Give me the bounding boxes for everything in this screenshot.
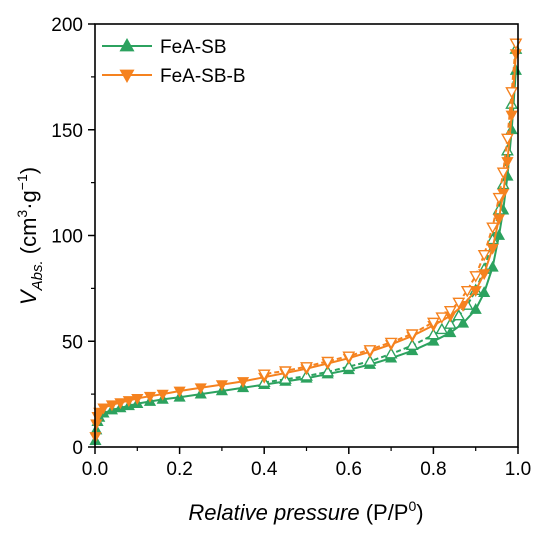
desorption-point — [443, 317, 457, 329]
adsorption-point — [444, 326, 457, 338]
legend-marker — [119, 69, 135, 84]
adsorption-point — [469, 286, 482, 298]
desorption-point — [492, 192, 506, 205]
axis-layer: 0.0 0.2 0.4 0.6 0.8 1.0 0 50 100 150 200 — [51, 15, 531, 480]
x-axis-title: Relative pressure (P/P0) — [188, 498, 423, 525]
x-tick-label: 0.8 — [420, 459, 446, 480]
desorption-point — [278, 366, 292, 378]
adsorption-point — [478, 286, 491, 297]
adsorption-line — [94, 70, 517, 441]
adsorption-point — [156, 389, 169, 401]
desorption-point — [321, 364, 335, 377]
adsorption-point — [143, 391, 157, 403]
adsorption-point — [486, 260, 499, 272]
adsorption-point — [509, 49, 522, 61]
adsorption-point — [486, 243, 499, 255]
desorption-point — [452, 297, 466, 310]
desorption-point — [363, 345, 377, 357]
adsorption-point — [194, 383, 207, 395]
desorption-point — [460, 285, 474, 298]
legend-label: FeA-SB-B — [160, 66, 246, 87]
x-tick-label: 1.0 — [505, 459, 531, 480]
desorption-point — [257, 369, 271, 381]
y-tick-label: 0 — [72, 438, 83, 459]
legend-marker — [119, 37, 135, 52]
y-tick-label: 200 — [51, 15, 83, 36]
desorption-line — [264, 42, 517, 375]
series-layer — [89, 38, 523, 446]
desorption-point — [477, 249, 491, 262]
desorption-point — [426, 317, 440, 330]
series-fea-sb — [89, 42, 523, 446]
desorption-point — [435, 322, 449, 335]
desorption-point — [509, 38, 523, 50]
adsorption-point — [131, 394, 144, 405]
desorption-point — [405, 329, 419, 341]
adsorption-point — [469, 303, 482, 314]
desorption-point — [384, 347, 398, 359]
desorption-point — [486, 222, 500, 234]
adsorption-point — [105, 400, 118, 412]
desorption-point — [384, 337, 398, 350]
x-tick-label: 0.0 — [82, 459, 108, 480]
adsorption-point — [427, 334, 440, 346]
desorption-point — [405, 338, 419, 351]
series-fea-sb-b — [89, 38, 523, 443]
adsorption-point — [478, 269, 491, 281]
desorption-point — [496, 167, 510, 179]
y-tick-label: 150 — [51, 121, 83, 142]
adsorption-point — [492, 214, 506, 226]
adsorption-point — [114, 398, 127, 410]
adsorption-point — [505, 110, 518, 122]
x-tick-label: 0.6 — [336, 459, 362, 480]
desorption-point — [469, 271, 483, 283]
adsorption-point — [173, 386, 186, 398]
desorption-point — [505, 87, 519, 99]
desorption-point — [426, 327, 440, 340]
adsorption-point — [501, 157, 514, 168]
desorption-point — [300, 362, 313, 374]
y-axis-title: VAbs. (cm3·g−1) — [14, 167, 46, 305]
adsorption-point — [236, 377, 250, 388]
legend-item: FeA-SB — [102, 37, 227, 58]
desorption-point — [452, 308, 466, 321]
desorption-line — [264, 49, 517, 384]
adsorption-point — [97, 403, 110, 415]
adsorption-point — [215, 380, 228, 392]
y-tick-label: 100 — [51, 227, 83, 248]
plot-frame — [94, 23, 519, 448]
y-tick-label: 50 — [62, 332, 83, 353]
desorption-point — [443, 306, 457, 318]
x-tick-label: 0.4 — [251, 459, 278, 480]
legend-item: FeA-SB-B — [102, 66, 246, 87]
legend: FeA-SB FeA-SB-B — [102, 37, 246, 87]
desorption-point — [342, 351, 356, 363]
desorption-point — [321, 356, 335, 369]
adsorption-point — [122, 396, 135, 407]
desorption-point — [363, 354, 377, 366]
adsorption-point — [456, 316, 470, 328]
desorption-point — [342, 359, 356, 372]
x-tick-label: 0.2 — [166, 459, 192, 480]
desorption-point — [501, 133, 514, 146]
legend-label: FeA-SB — [160, 37, 227, 58]
desorption-point — [300, 369, 313, 381]
